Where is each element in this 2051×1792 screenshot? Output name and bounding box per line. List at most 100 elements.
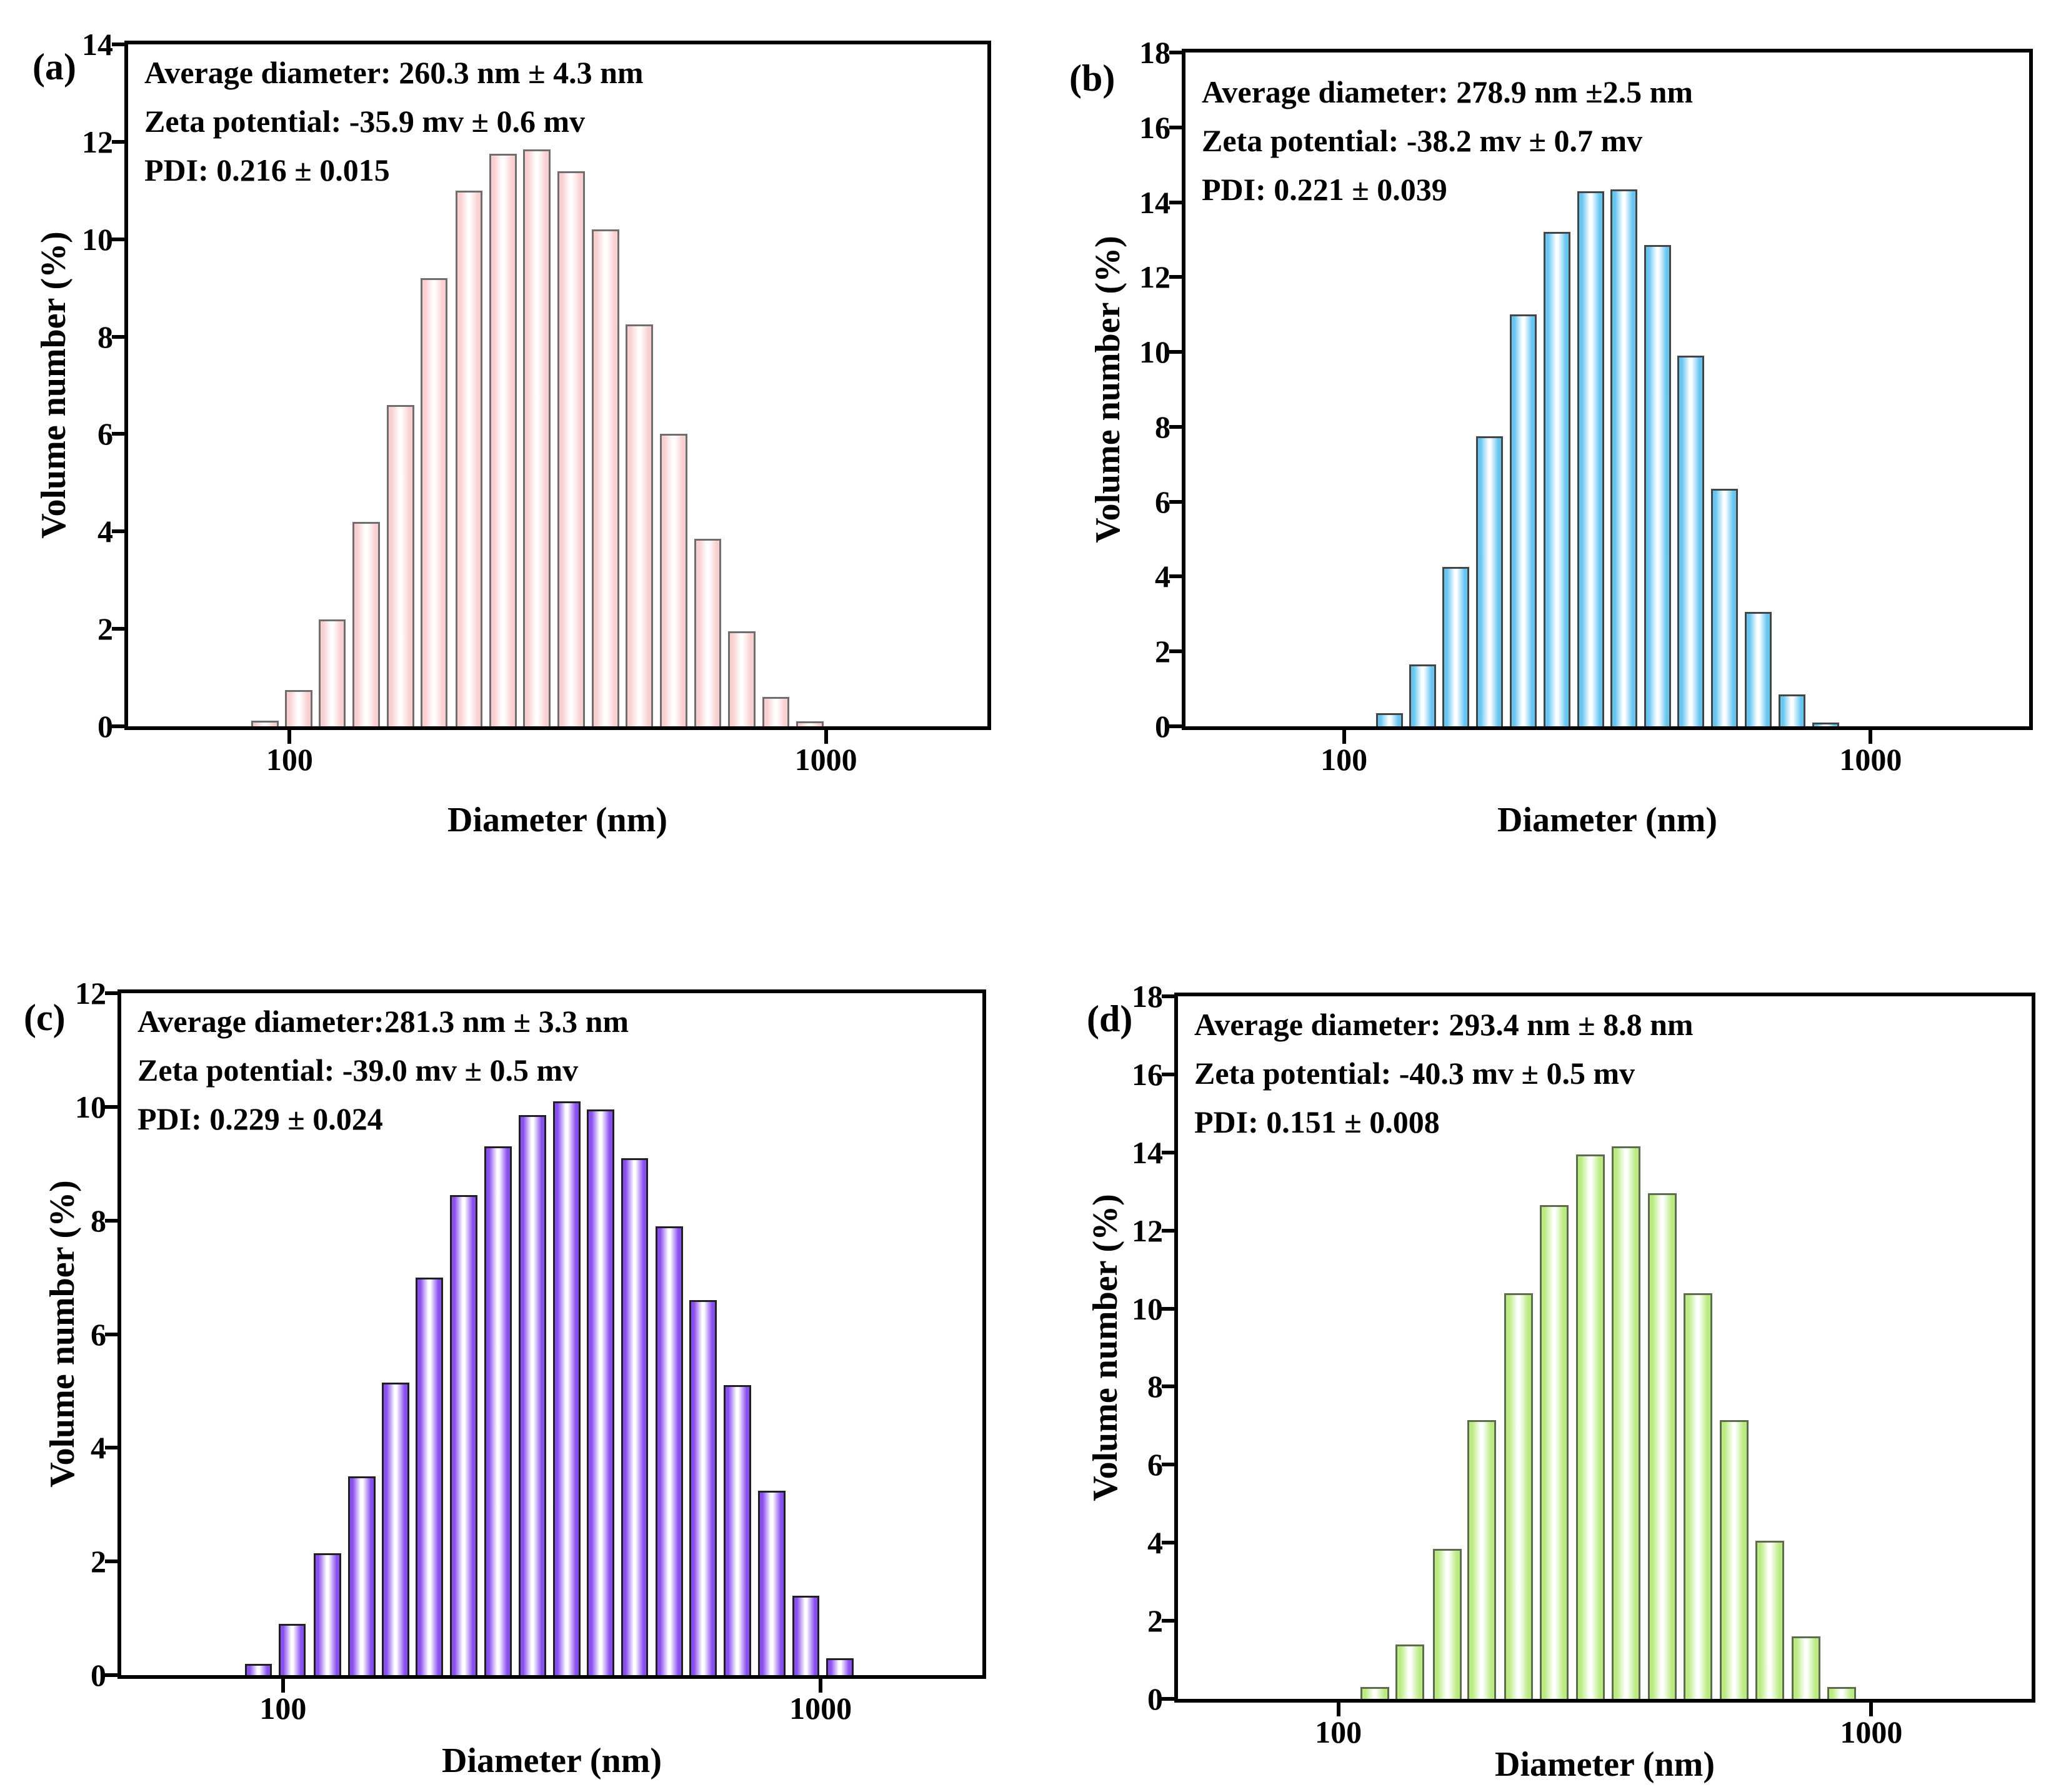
x-tick [824, 730, 828, 744]
x-tick-label: 1000 [789, 1691, 852, 1726]
y-tick [1162, 1541, 1174, 1545]
y-tick [1162, 1697, 1174, 1701]
histogram-bar [762, 697, 790, 726]
histogram-bar [1711, 488, 1739, 726]
histogram-bar [826, 1658, 854, 1675]
y-tick [1169, 574, 1182, 579]
histogram-bar [728, 631, 756, 726]
panel-label-c: (c) [24, 997, 66, 1038]
y-tick-label: 10 [82, 221, 113, 257]
y-tick [105, 1104, 117, 1109]
zeta-potential-text: Zeta potential: -39.0 mv ± 0.5 mv [137, 1053, 579, 1088]
y-tick-label: 12 [75, 976, 106, 1011]
y-tick [112, 237, 124, 241]
plot-area-a: Average diameter: 260.3 nm ± 4.3 nm Zeta… [82, 29, 991, 775]
histogram-bar [1755, 1541, 1784, 1699]
y-tick-label: 0 [97, 709, 113, 744]
histogram-bar [420, 278, 448, 726]
y-tick [1162, 1228, 1174, 1233]
y-tick-label: 4 [91, 1430, 106, 1466]
histogram-bar [347, 1476, 376, 1675]
histogram-bar [352, 521, 380, 726]
x-axis-label: Diameter (nm) [442, 1741, 662, 1780]
y-tick-label: 10 [75, 1089, 106, 1124]
y-tick-label: 18 [1132, 979, 1163, 1014]
histogram-bar [1575, 1154, 1605, 1699]
y-tick [105, 1446, 117, 1450]
y-tick-label: 0 [91, 1658, 106, 1693]
y-tick [112, 529, 124, 534]
histogram-bar [1395, 1644, 1424, 1699]
histogram-bar [1476, 436, 1504, 726]
x-tick [281, 1679, 285, 1693]
histogram-bar [723, 1385, 751, 1675]
histogram-bar [1360, 1687, 1389, 1699]
x-tick-label: 1000 [1839, 742, 1902, 777]
histogram-bar [1504, 1293, 1534, 1699]
y-tick-label: 4 [1147, 1525, 1163, 1561]
y-axis-label: Volume number (%) [1086, 1194, 1125, 1501]
histogram-bar [318, 619, 346, 726]
y-tick-label: 18 [1139, 35, 1170, 70]
histogram-bar [591, 229, 619, 726]
histogram-bar [1779, 694, 1805, 726]
histogram-bar [278, 1624, 306, 1675]
histogram-bar [557, 171, 585, 726]
pdi-text: PDI: 0.151 ± 0.008 [1194, 1104, 1440, 1139]
y-tick-label: 2 [1147, 1603, 1163, 1639]
plot-area-d: Average diameter: 293.4 nm ± 8.8 nm Zeta… [1132, 981, 2035, 1748]
y-tick-label: 12 [1132, 1213, 1163, 1248]
y-tick [1169, 51, 1182, 54]
y-axis-label: Volume number (%) [34, 231, 73, 539]
y-tick [1162, 1463, 1174, 1467]
histogram-bar [382, 1382, 410, 1675]
x-tick-label: 1000 [1840, 1714, 1903, 1749]
panel-label-a: (a) [32, 46, 76, 88]
y-tick [1169, 350, 1182, 354]
histogram-bar [660, 434, 687, 726]
y-axis-label: Volume number (%) [1089, 236, 1127, 543]
panel-b: (b) Volume number (%) Average diameter: … [1026, 0, 2051, 896]
histogram-bar [1432, 1548, 1462, 1699]
histogram-bar [792, 1595, 820, 1675]
y-tick [105, 991, 117, 995]
y-tick [1162, 994, 1174, 998]
y-tick [112, 139, 124, 144]
histogram-bar [656, 1226, 683, 1675]
histogram-bar [285, 689, 312, 726]
histogram-bar [626, 324, 653, 726]
y-axis-label: Volume number (%) [43, 1180, 82, 1488]
plot-area-c: Average diameter:281.3 nm ± 3.3 nm Zeta … [75, 978, 986, 1724]
y-tick-label: 12 [1139, 259, 1170, 295]
histogram-bar [519, 1115, 546, 1675]
histogram-bar [1684, 1293, 1713, 1699]
pdi-text: PDI: 0.229 ± 0.024 [137, 1101, 383, 1136]
y-tick [1169, 275, 1182, 279]
x-tick-label: 1000 [794, 742, 857, 777]
average-diameter-text: Average diameter: 260.3 nm ± 4.3 nm [144, 55, 644, 90]
stats-annotation: Average diameter: 293.4 nm ± 8.8 nm Zeta… [1194, 1000, 1694, 1146]
y-tick [1169, 649, 1182, 654]
y-tick-label: 6 [1155, 484, 1170, 519]
zeta-potential-text: Zeta potential: -40.3 mv ± 0.5 mv [1194, 1056, 1635, 1091]
histogram-bar [244, 1663, 272, 1675]
x-axis-label: Diameter (nm) [1495, 1745, 1715, 1784]
histogram-bar [796, 721, 824, 726]
y-tick-label: 16 [1132, 1056, 1163, 1092]
y-tick [112, 724, 124, 728]
histogram-bar [1644, 245, 1671, 726]
y-tick-label: 14 [1139, 184, 1170, 220]
x-tick-label: 100 [1320, 742, 1368, 777]
histogram-bar [1577, 191, 1604, 726]
histogram-bar [1791, 1636, 1820, 1699]
y-tick [1169, 125, 1182, 129]
histogram-bar [1467, 1419, 1497, 1699]
histogram-bar [1612, 1146, 1641, 1699]
y-tick [1162, 1306, 1174, 1311]
y-tick-label: 2 [91, 1544, 106, 1579]
y-tick [1162, 1384, 1174, 1389]
histogram-bar [1647, 1193, 1677, 1699]
histogram-bar [1544, 232, 1571, 726]
histogram-bar [455, 190, 483, 726]
y-tick-label: 2 [1155, 634, 1170, 669]
